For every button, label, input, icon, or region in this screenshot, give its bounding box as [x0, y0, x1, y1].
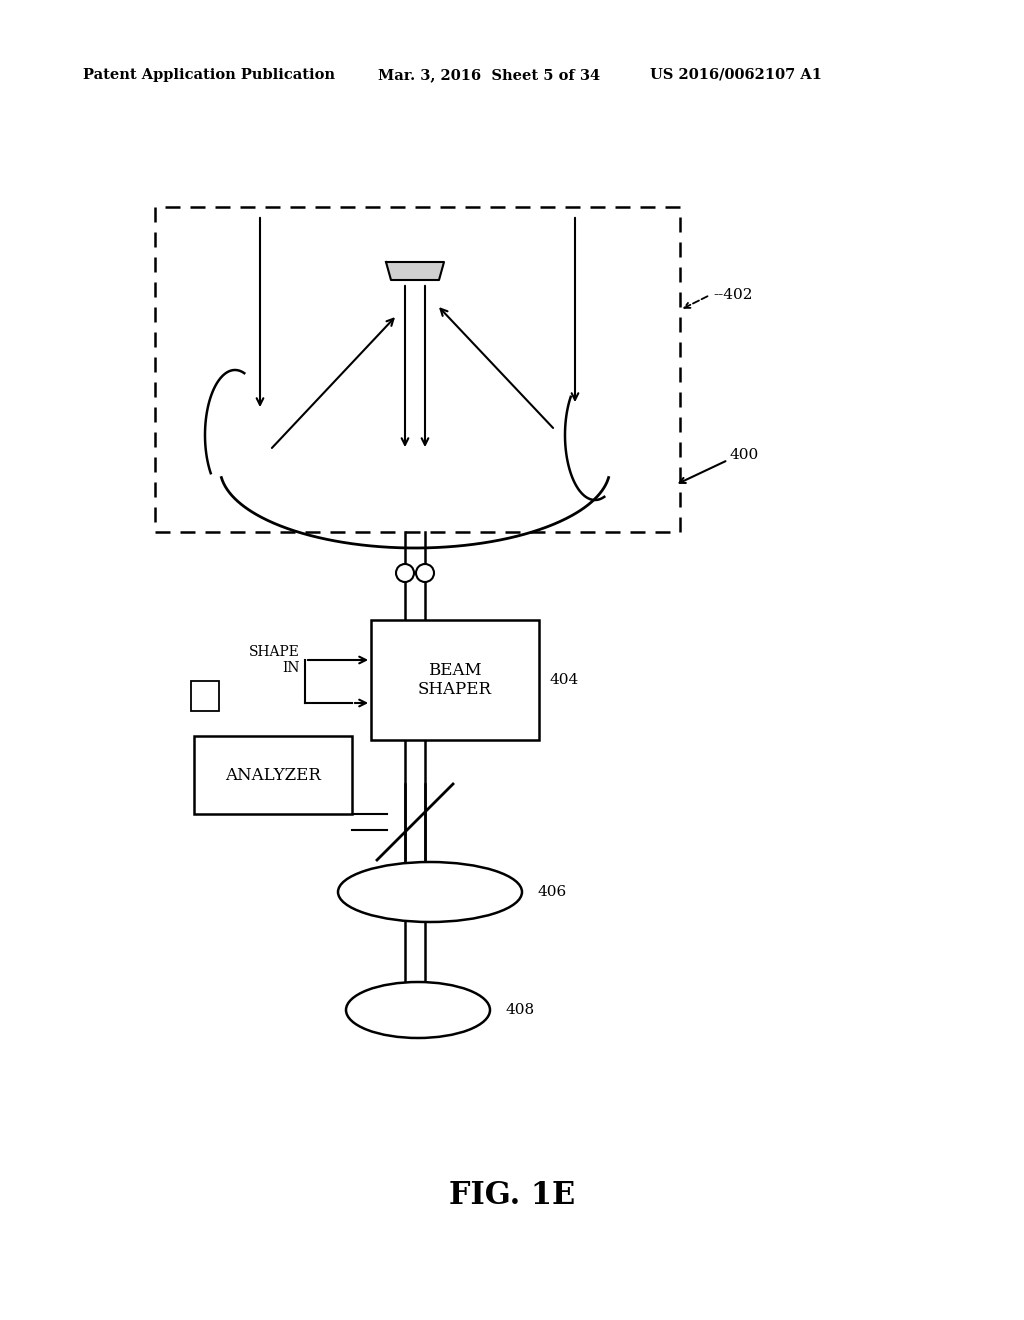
- Text: BEAM
SHAPER: BEAM SHAPER: [418, 661, 492, 698]
- Ellipse shape: [338, 862, 522, 921]
- Text: US 2016/0062107 A1: US 2016/0062107 A1: [650, 69, 822, 82]
- Polygon shape: [386, 261, 444, 280]
- Ellipse shape: [346, 982, 490, 1038]
- Text: Mar. 3, 2016  Sheet 5 of 34: Mar. 3, 2016 Sheet 5 of 34: [378, 69, 600, 82]
- Text: Patent Application Publication: Patent Application Publication: [83, 69, 335, 82]
- Text: 406: 406: [537, 884, 566, 899]
- Text: 400: 400: [730, 447, 759, 462]
- Bar: [194, 737, 352, 814]
- Circle shape: [416, 564, 434, 582]
- Text: SHAPE
IN: SHAPE IN: [249, 645, 300, 675]
- Bar: [155, 207, 680, 532]
- Text: ANALYZER: ANALYZER: [225, 767, 321, 784]
- Text: --402: --402: [713, 288, 753, 302]
- Text: FIG. 1E: FIG. 1E: [449, 1180, 575, 1210]
- Circle shape: [396, 564, 414, 582]
- Text: 404: 404: [549, 673, 579, 686]
- Bar: [191, 681, 219, 711]
- Text: 408: 408: [505, 1003, 535, 1016]
- Bar: [371, 620, 539, 741]
